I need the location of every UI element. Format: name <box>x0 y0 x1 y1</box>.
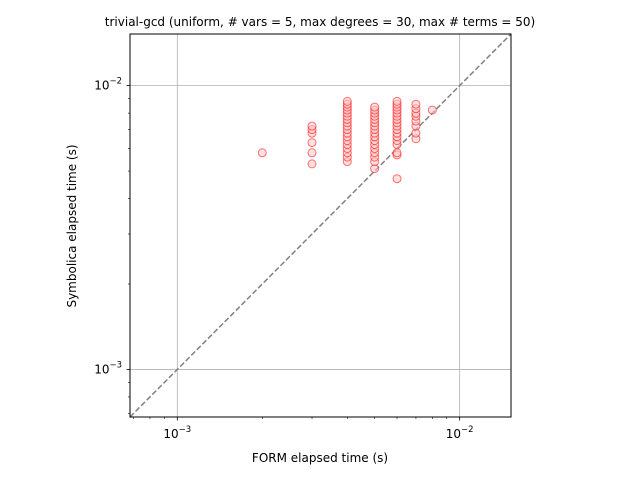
x-tick-label: 10−3 <box>163 425 191 441</box>
data-point <box>392 96 402 106</box>
data-point <box>307 121 317 131</box>
y-axis-label: Symbolica elapsed time (s) <box>65 144 79 307</box>
x-axis-label: FORM elapsed time (s) <box>252 451 388 465</box>
plot-frame <box>129 33 512 418</box>
data-point <box>257 148 267 158</box>
data-point <box>411 99 421 109</box>
data-point <box>307 159 317 169</box>
data-point <box>307 138 317 148</box>
reference-line-layer <box>129 33 512 418</box>
data-point <box>342 96 352 106</box>
grid-lines <box>130 34 511 417</box>
reference-line <box>129 33 512 418</box>
data-point <box>392 148 402 158</box>
y-tick-label: 10−2 <box>94 77 122 93</box>
chart-title: trivial-gcd (uniform, # vars = 5, max de… <box>105 15 535 29</box>
x-tick-label: 10−2 <box>446 425 474 441</box>
x-axis-ticks: 10−3 10−2 <box>133 417 474 441</box>
data-point <box>307 148 317 158</box>
data-point <box>370 102 380 112</box>
data-point <box>427 105 437 115</box>
data-points <box>257 96 437 184</box>
y-tick-label: 10−3 <box>94 360 122 376</box>
y-axis-ticks: 10−3 10−2 <box>94 77 130 414</box>
data-point <box>392 174 402 184</box>
